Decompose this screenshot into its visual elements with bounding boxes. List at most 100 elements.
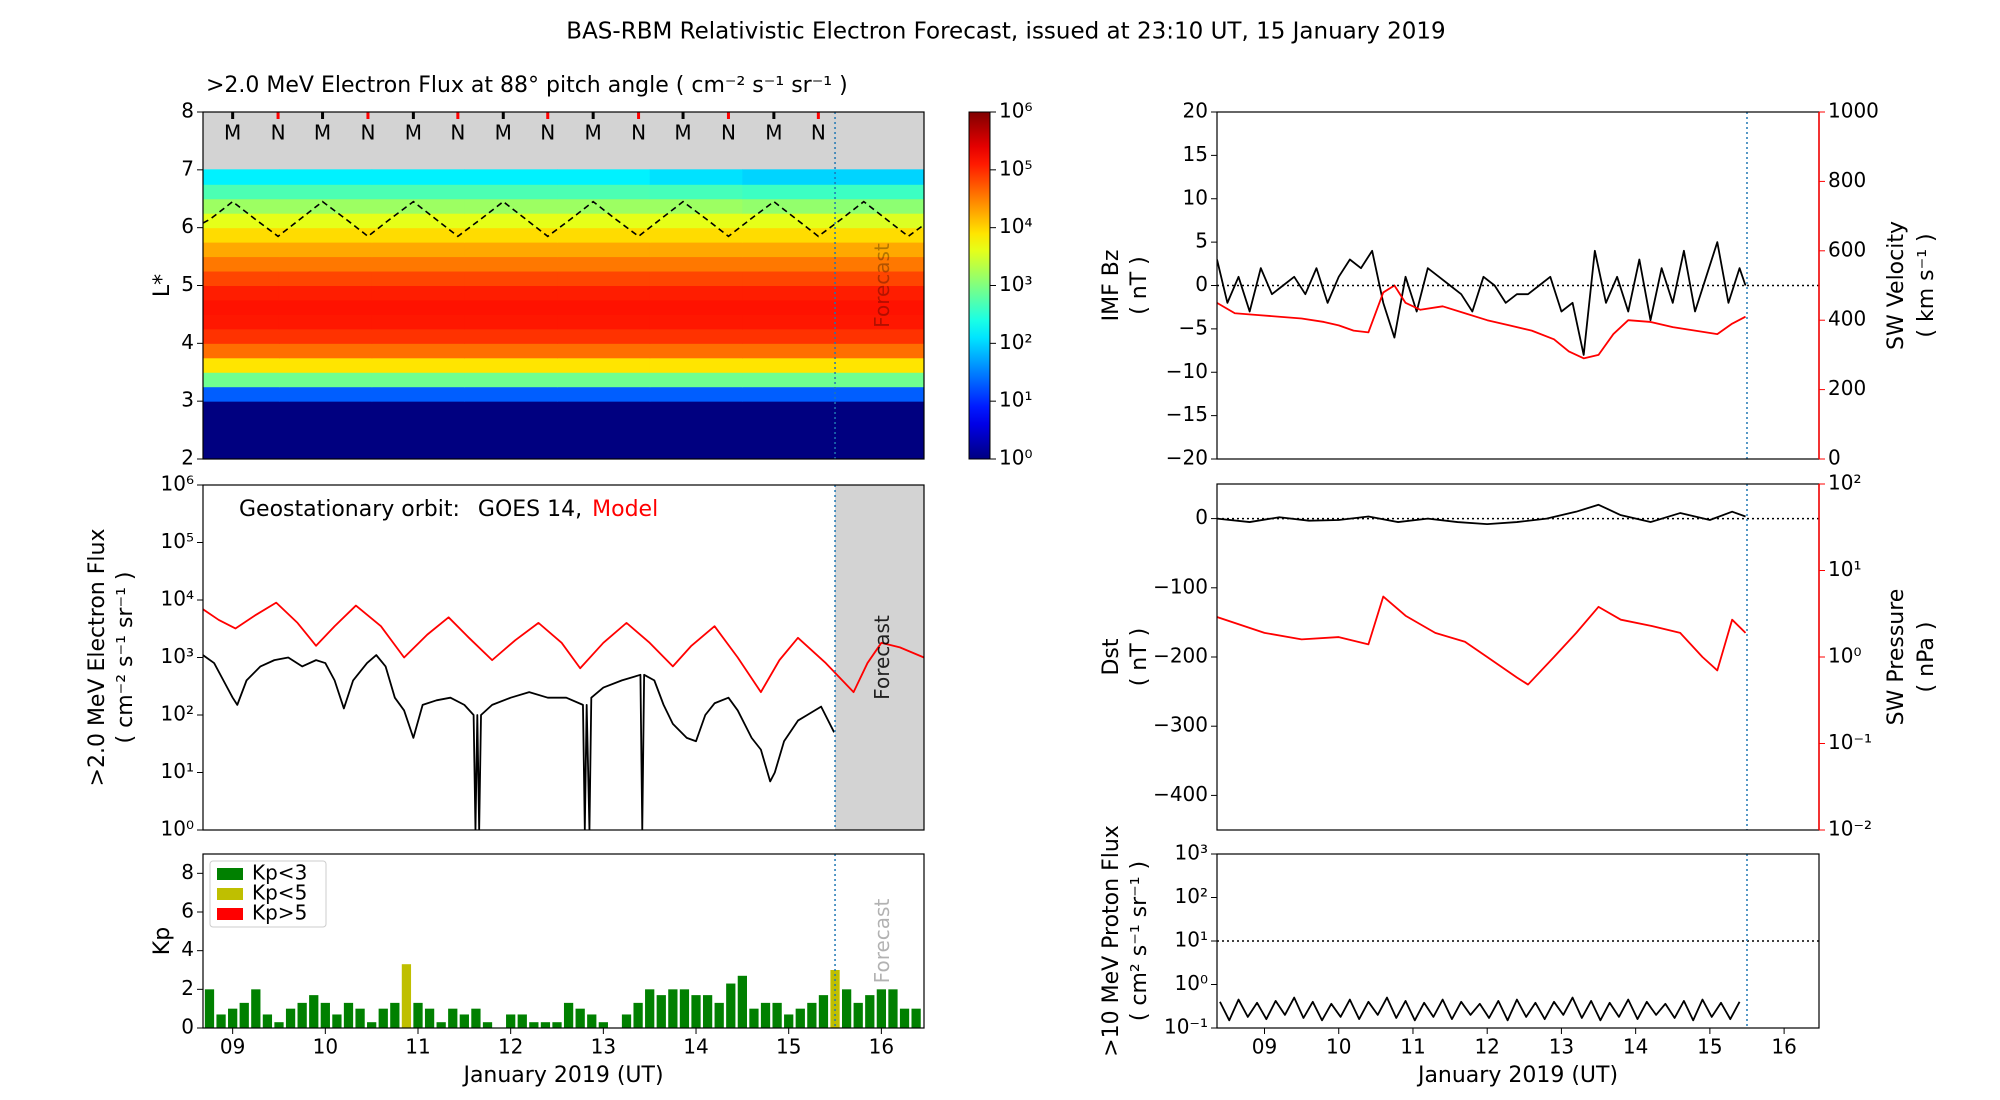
y-axis-label: Dst: [1099, 638, 1124, 675]
heatmap-cell: [557, 429, 651, 446]
kp-bar: [459, 1014, 469, 1028]
heatmap-cell: [203, 299, 280, 315]
heatmap-cell: [557, 415, 651, 431]
x-axis-label: January 2019 (UT): [461, 1063, 663, 1088]
heatmap-cell: [203, 169, 280, 185]
heatmap-cell: [835, 270, 924, 286]
heatmap-cell: [557, 444, 651, 459]
heatmap-cell: [203, 415, 280, 431]
mlt-marker-label: N: [360, 121, 375, 145]
heatmap-cell: [464, 169, 558, 185]
heatmap-cell: [371, 299, 465, 315]
y-tick-label: 4: [181, 330, 194, 354]
kp-bar: [262, 1014, 273, 1028]
kp-bar: [297, 1002, 307, 1028]
heatmap-cell: [557, 212, 651, 229]
heatmap-cell: [649, 183, 743, 200]
y-tick-label: −100: [1153, 574, 1208, 598]
x-tick-label: 13: [591, 1035, 616, 1059]
x-tick-label: 09: [220, 1035, 245, 1059]
heatmap-cell: [649, 241, 743, 258]
kp-bar: [216, 1014, 226, 1028]
y2-tick-label: 800: [1828, 168, 1866, 192]
y-axis-label: >10 MeV Proton Flux: [1099, 825, 1124, 1057]
kp-bar: [355, 1008, 365, 1028]
y2-axis-label: ( km s⁻¹ ): [1914, 233, 1939, 337]
plot-frame: [1216, 483, 1820, 831]
heatmap-cell: [649, 444, 743, 459]
plot-frame: [202, 853, 925, 1029]
heatmap-cell: [203, 270, 280, 286]
y-tick-label: 6: [181, 899, 194, 923]
mlt-marker-label: M: [765, 121, 782, 145]
heatmap-cell: [742, 400, 836, 417]
heatmap-cell: [835, 183, 924, 200]
heatmap-cell: [464, 256, 558, 272]
heatmap-cell: [649, 429, 743, 446]
colorbar-tick-label: 10⁴: [999, 214, 1032, 238]
kp-bar: [343, 1002, 354, 1028]
x-tick-label: 16: [869, 1035, 894, 1059]
heatmap-cell: [203, 386, 280, 402]
heatmap-cell: [464, 415, 558, 431]
heatmap-cell: [742, 415, 836, 431]
kp-bar: [876, 989, 887, 1028]
heatmap-cell: [203, 371, 280, 388]
y-tick-label: 10²: [161, 702, 194, 726]
kp-bar: [598, 1022, 608, 1028]
heatmap-cell: [649, 415, 743, 431]
heatmap-cell: [835, 198, 924, 214]
heatmap-cell: [835, 415, 924, 431]
heatmap-cell: [649, 313, 743, 330]
series-line: [1217, 284, 1746, 360]
kp-bar: [482, 1022, 493, 1028]
heatmap-cell: [464, 400, 558, 417]
heatmap-cell: [203, 342, 280, 359]
heatmap-cell: [835, 328, 924, 344]
series-line: [1217, 241, 1747, 356]
y-axis-label: >2.0 MeV Electron Flux: [85, 529, 110, 787]
kp-bar: [899, 1008, 910, 1028]
heatmap-cell: [278, 429, 373, 446]
x-tick-label: 12: [1474, 1035, 1499, 1059]
kp-bar: [726, 983, 736, 1028]
colorbar: [968, 111, 991, 460]
heatmap-cell: [203, 400, 280, 417]
heatmap-cell: [464, 328, 558, 344]
y-axis-label: Kp: [150, 927, 175, 955]
mlt-marker-label: N: [721, 121, 736, 145]
heatmap-cell: [557, 328, 651, 344]
series-line: [203, 601, 924, 694]
legend-label: Kp<5: [252, 881, 307, 905]
plot-area: Forecast: [204, 854, 921, 1028]
colorbar-tick-label: 10³: [999, 272, 1032, 296]
y-tick-label: 0: [181, 1015, 194, 1039]
forecast-label: Forecast: [870, 243, 894, 328]
mlt-marker-label: M: [224, 121, 241, 145]
heatmap-cell: [742, 183, 836, 200]
mlt-marker-label: M: [674, 121, 691, 145]
heatmap-cell: [835, 212, 924, 229]
series-line: [1219, 996, 1741, 1022]
kp-bar: [633, 1002, 643, 1028]
y2-tick-label: 600: [1828, 237, 1866, 261]
plot-area: [1217, 112, 1819, 459]
heatmap-cell: [742, 342, 836, 359]
heatmap-cell: [203, 444, 280, 459]
legend-entry: GOES 14,: [478, 497, 582, 522]
heatmap-cell: [557, 198, 651, 214]
heatmap-cell: [278, 386, 373, 402]
kp-bar: [587, 1014, 597, 1028]
heatmap-cell: [557, 169, 651, 185]
series-line: [203, 654, 835, 830]
heatmap-cell: [203, 429, 280, 446]
heatmap-cell: [835, 299, 924, 315]
heatmap-cell: [557, 285, 651, 301]
heatmap-cell: [464, 198, 558, 214]
heatmap-cell: [464, 386, 558, 402]
heatmap-cell: [371, 227, 465, 243]
y-tick-label: 5: [181, 272, 194, 296]
kp-bar: [714, 1002, 724, 1028]
heatmap-cell: [649, 357, 743, 373]
